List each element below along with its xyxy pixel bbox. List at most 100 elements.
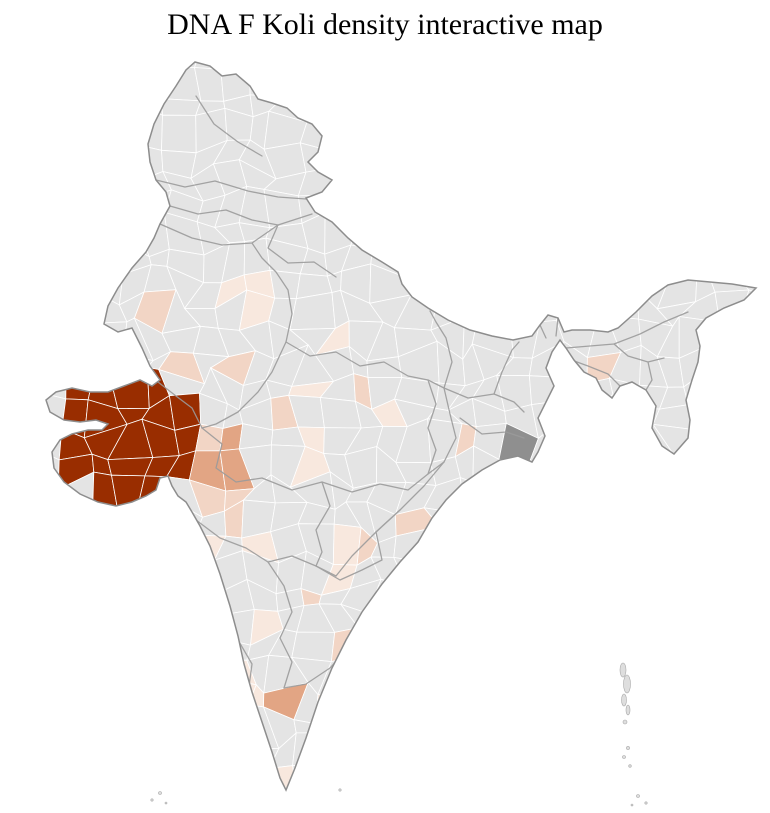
district-cell[interactable] [741, 34, 762, 61]
district-cell[interactable] [291, 631, 336, 663]
district-cell[interactable] [54, 269, 99, 307]
district-cell[interactable] [445, 266, 478, 301]
district-cell[interactable] [454, 614, 491, 641]
district-cell[interactable] [581, 218, 607, 254]
district-cell[interactable] [627, 217, 661, 258]
district-cell[interactable] [681, 692, 711, 726]
district-cell[interactable] [109, 762, 143, 801]
district-cell[interactable] [670, 60, 695, 94]
district-cell[interactable] [712, 212, 748, 245]
district-cell[interactable] [40, 499, 70, 534]
district-cell[interactable] [451, 792, 484, 813]
district-cell[interactable] [198, 712, 226, 746]
district-cell[interactable] [670, 90, 695, 121]
district-cell[interactable] [766, 576, 770, 620]
district-cell[interactable] [497, 576, 544, 620]
district-cell[interactable] [124, 522, 151, 567]
district-cell[interactable] [528, 375, 569, 406]
district-cell[interactable] [604, 241, 646, 282]
district-cell[interactable] [332, 523, 362, 566]
district-cell[interactable] [532, 122, 566, 154]
district-cell[interactable] [107, 690, 141, 722]
district-cell[interactable] [529, 137, 570, 166]
district-cell[interactable] [558, 264, 580, 295]
district-cell[interactable] [54, 293, 99, 325]
district-cell[interactable] [249, 12, 278, 36]
district-cell[interactable] [0, 30, 21, 75]
district-cell[interactable] [712, 190, 748, 217]
district-cell[interactable] [429, 185, 460, 231]
district-cell[interactable] [341, 741, 384, 773]
district-cell[interactable] [5, 500, 40, 528]
district-cell[interactable] [107, 142, 153, 177]
district-cell[interactable] [32, 488, 70, 504]
district-cell[interactable] [83, 32, 128, 72]
district-cell[interactable] [36, 32, 73, 67]
district-cell[interactable] [660, 553, 698, 595]
district-cell[interactable] [59, 560, 97, 581]
district-cell[interactable] [135, 733, 173, 777]
district-cell[interactable] [529, 31, 556, 64]
district-cell[interactable] [497, 557, 545, 578]
district-cell[interactable] [637, 553, 673, 595]
district-cell[interactable] [687, 521, 719, 567]
district-cell[interactable] [475, 296, 511, 327]
district-cell[interactable] [757, 86, 770, 113]
district-cell[interactable] [292, 786, 320, 812]
district-cell[interactable] [342, 658, 387, 693]
district-cell[interactable] [738, 507, 770, 540]
district-cell[interactable] [529, 59, 562, 98]
district-cell[interactable] [471, 720, 516, 743]
district-cell[interactable] [642, 452, 674, 483]
district-cell[interactable] [214, 704, 249, 749]
district-cell[interactable] [688, 58, 716, 98]
district-cell[interactable] [300, 42, 322, 65]
district-cell[interactable] [451, 507, 492, 535]
district-cell[interactable] [42, 147, 67, 180]
district-cell[interactable] [32, 763, 66, 803]
district-cell[interactable] [531, 18, 566, 49]
district-cell[interactable] [95, 124, 125, 147]
district-cell[interactable] [419, 91, 457, 125]
district-cell[interactable] [474, 146, 511, 178]
district-cell[interactable] [645, 536, 662, 558]
district-cell[interactable] [342, 705, 382, 746]
district-cell[interactable] [0, 238, 22, 278]
district-cell[interactable] [593, 496, 612, 537]
district-cell[interactable] [502, 706, 539, 752]
district-cell[interactable] [61, 146, 97, 179]
district-cell[interactable] [431, 243, 460, 276]
district-cell[interactable] [730, 757, 767, 796]
district-cell[interactable] [757, 404, 770, 433]
district-cell[interactable] [299, 142, 333, 173]
district-cell[interactable] [171, 632, 202, 672]
district-cell[interactable] [372, 691, 407, 725]
district-cell[interactable] [658, 724, 691, 748]
district-cell[interactable] [477, 575, 515, 620]
district-cell[interactable] [667, 601, 692, 647]
district-cell[interactable] [717, 507, 750, 540]
district-cell[interactable] [398, 794, 430, 813]
district-cell[interactable] [507, 683, 542, 722]
district-cell[interactable] [161, 114, 197, 154]
district-cell[interactable] [80, 522, 128, 564]
district-cell[interactable] [0, 605, 20, 642]
district-cell[interactable] [738, 637, 767, 670]
district-cell[interactable] [683, 744, 718, 770]
district-cell[interactable] [584, 801, 614, 813]
district-cell[interactable] [9, 767, 37, 801]
district-cell[interactable] [269, 269, 301, 300]
district-cell[interactable] [398, 83, 436, 125]
district-cell[interactable] [135, 705, 173, 738]
district-cell[interactable] [10, 163, 47, 203]
district-cell[interactable] [586, 421, 616, 451]
district-cell[interactable] [653, 47, 694, 65]
district-cell[interactable] [470, 242, 514, 268]
district-cell[interactable] [586, 33, 607, 59]
district-cell[interactable] [583, 134, 621, 177]
district-cell[interactable] [548, 137, 595, 176]
district-cell[interactable] [351, 39, 371, 67]
district-cell[interactable] [314, 732, 355, 773]
district-cell[interactable] [446, 656, 492, 693]
district-cell[interactable] [658, 695, 691, 726]
